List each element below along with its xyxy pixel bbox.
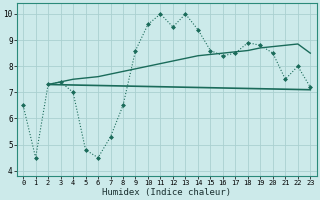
X-axis label: Humidex (Indice chaleur): Humidex (Indice chaleur) bbox=[102, 188, 231, 197]
